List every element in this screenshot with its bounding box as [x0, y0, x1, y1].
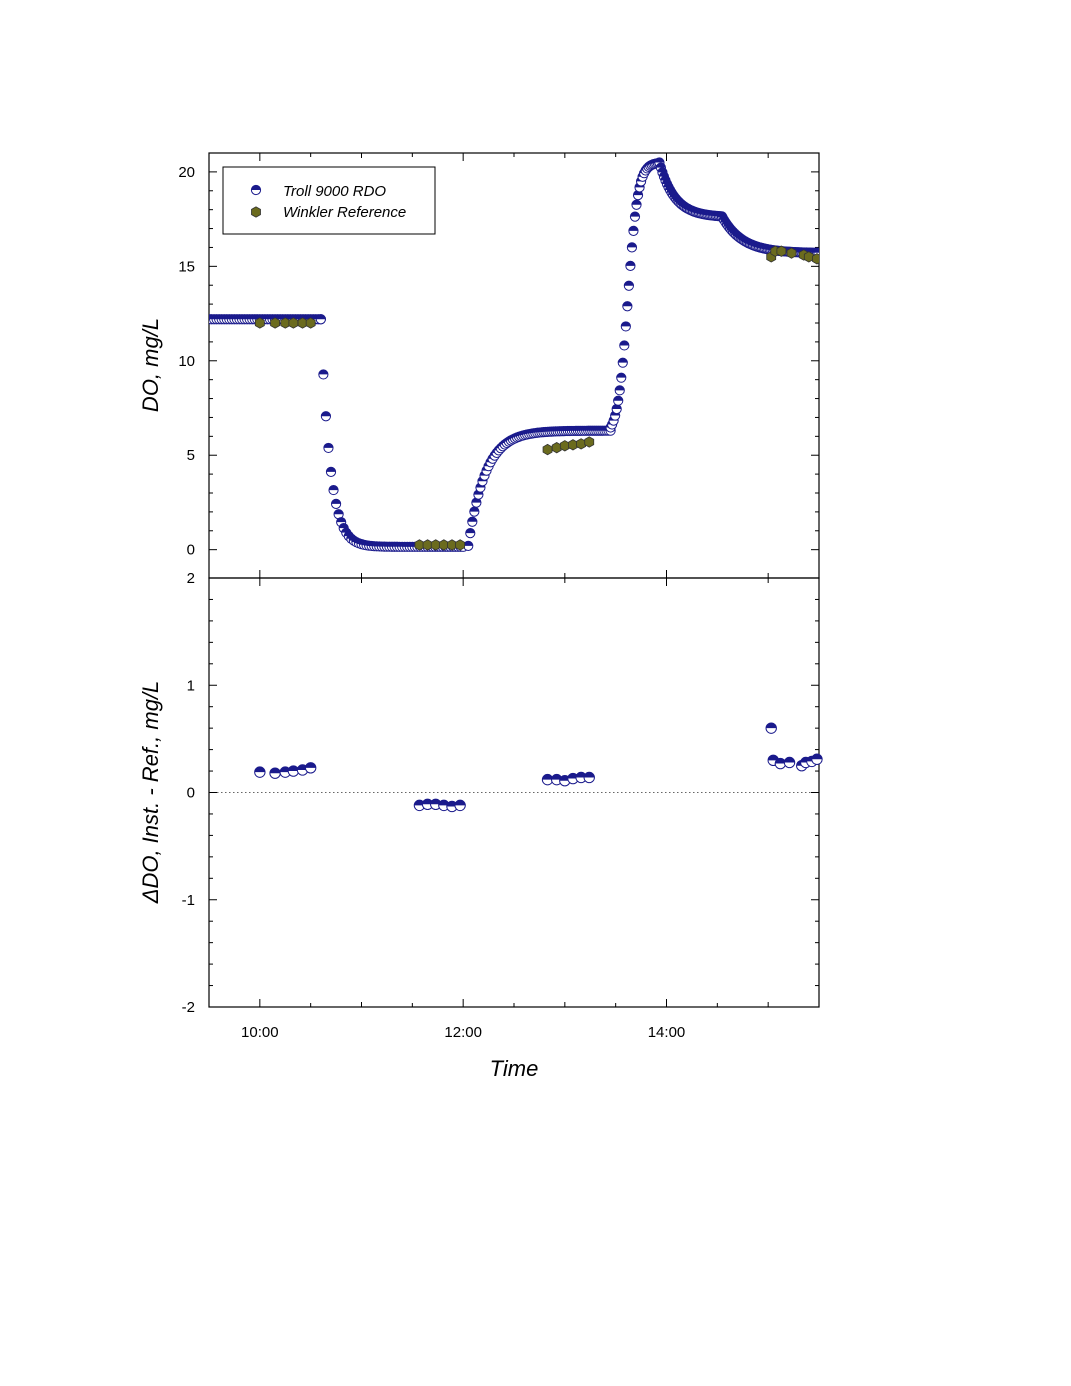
top-y-ticks: 0 5 10 15 20 [178, 153, 820, 578]
troll-point [616, 372, 627, 383]
winkler-point [786, 247, 797, 259]
troll-point [325, 466, 337, 478]
troll-point [467, 516, 478, 527]
delta-point [783, 756, 796, 769]
delta-point [269, 767, 281, 779]
bottom-panel: -2 -1 0 1 2 10:00 12:00 14:00 ΔDO, Inst. - Ref… [138, 570, 823, 1081]
winkler-point [280, 317, 291, 329]
troll-point [625, 260, 636, 271]
x-tick-label: 10:00 [241, 1024, 279, 1041]
x-ticks: 10:00 12:00 14:00 [208, 578, 820, 1041]
legend: Troll 9000 RDO Winkler Reference [222, 166, 436, 235]
winkler-point [776, 245, 787, 257]
troll-point [318, 369, 329, 380]
bottom-data-points [254, 722, 823, 813]
winkler-point [288, 317, 299, 329]
troll-point [623, 280, 634, 291]
winkler-point [455, 539, 466, 551]
delta-point [438, 799, 450, 812]
legend-winkler-label: Winkler Reference [283, 204, 406, 221]
legend-box [222, 166, 436, 235]
winkler-point [584, 436, 595, 448]
delta-point [765, 722, 777, 734]
bottom-y-tick-label: -1 [182, 892, 195, 909]
bottom-y-ticks: -2 -1 0 1 2 [182, 570, 819, 1016]
troll-point [315, 314, 326, 325]
winkler-point [576, 438, 586, 450]
troll-point [465, 528, 476, 539]
troll-point [320, 411, 332, 422]
troll-point [617, 357, 628, 368]
troll-point [622, 301, 633, 312]
delta-point [583, 771, 595, 784]
winkler-point [551, 442, 562, 454]
bottom-y-tick-label: 0 [187, 785, 195, 802]
troll-point [463, 540, 474, 551]
winkler-point [559, 440, 570, 452]
delta-point [454, 799, 466, 812]
x-tick-label: 12:00 [444, 1024, 482, 1041]
troll-point [619, 340, 630, 351]
bottom-y-axis-title: ΔDO, Inst. - Ref., mg/L [138, 681, 163, 905]
troll-point [469, 506, 480, 517]
troll-legend-point [250, 184, 262, 196]
troll-point [629, 211, 641, 222]
winkler-point [803, 251, 814, 263]
troll-point [330, 498, 342, 509]
troll-point [614, 385, 625, 396]
troll-point [613, 395, 624, 406]
winkler-point [430, 539, 441, 551]
troll-point [631, 199, 642, 210]
winkler-point [270, 317, 280, 329]
bottom-y-tick-label: 2 [187, 570, 195, 587]
bottom-y-tick-label: 1 [187, 677, 195, 694]
delta-point [254, 766, 266, 778]
troll-point [333, 509, 344, 520]
legend-troll-label: Troll 9000 RDO [283, 183, 386, 200]
winkler-point [297, 317, 308, 329]
winkler-point [542, 443, 553, 456]
winkler-point [447, 539, 457, 551]
winkler-point [254, 317, 265, 329]
x-tick-label: 14:00 [648, 1024, 686, 1041]
top-y-axis-title: DO, mg/L [138, 318, 163, 412]
troll-point [626, 242, 638, 253]
x-axis-title: Time [490, 1056, 539, 1081]
winkler-point [422, 539, 433, 551]
winkler-point [438, 539, 449, 551]
winkler-legend-point [251, 206, 261, 218]
delta-point [774, 757, 787, 770]
delta-point [304, 762, 317, 774]
troll-point [611, 403, 622, 415]
legend-winkler-marker [251, 206, 261, 218]
delta-point [811, 753, 823, 765]
winkler-point [414, 539, 425, 551]
legend-troll-marker [250, 184, 262, 196]
top-y-tick-label: 5 [187, 447, 195, 464]
troll-point [628, 225, 639, 236]
delta-point [430, 798, 442, 810]
winkler-point [812, 253, 819, 265]
troll-point [323, 442, 334, 454]
delta-point [551, 773, 563, 786]
top-panel: 0 5 10 15 20 DO, mg/L Troll 9000 RDO Winkler… [138, 152, 820, 579]
top-y-tick-label: 0 [187, 542, 195, 559]
bottom-y-tick-label: -2 [182, 999, 195, 1016]
top-y-tick-label: 10 [178, 353, 195, 370]
winkler-point [305, 317, 316, 329]
troll-point [620, 321, 631, 332]
top-y-tick-label: 15 [178, 258, 195, 275]
troll-point [328, 484, 339, 496]
top-y-tick-label: 20 [178, 164, 195, 181]
winkler-point [568, 439, 578, 451]
top-data-points [209, 157, 819, 552]
